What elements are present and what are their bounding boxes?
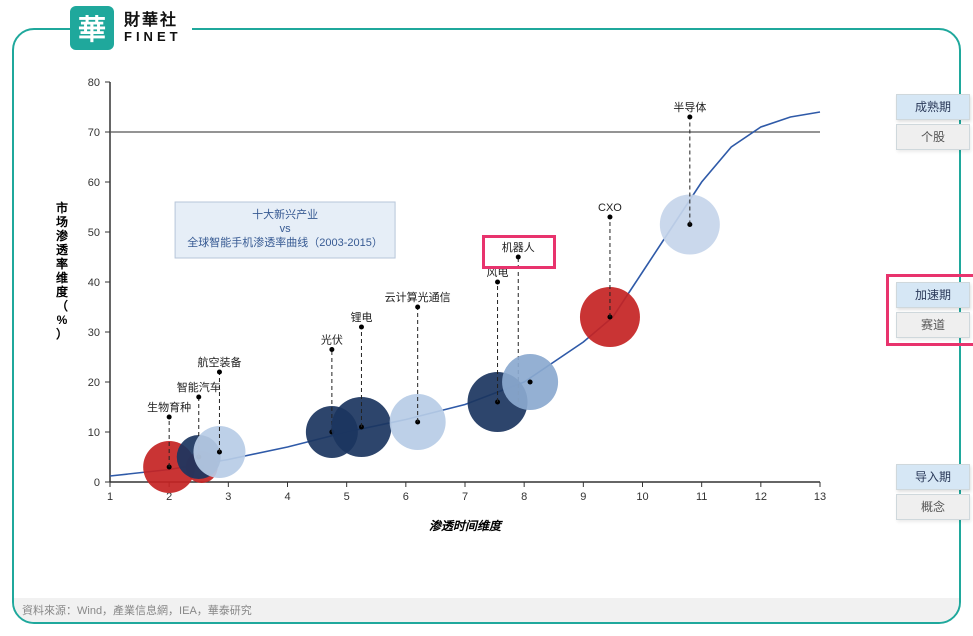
svg-text:0: 0 — [94, 477, 100, 489]
svg-text:60: 60 — [88, 177, 100, 189]
brand-name-cn: 財華社 — [124, 12, 182, 30]
svg-text:CXO: CXO — [598, 202, 622, 214]
svg-text:20: 20 — [88, 377, 100, 389]
stage-mature-sub: 个股 — [896, 124, 970, 150]
svg-text:全球智能手机渗透率曲线（2003-2015）: 全球智能手机渗透率曲线（2003-2015） — [187, 235, 383, 249]
svg-text:7: 7 — [462, 491, 468, 503]
svg-text:4: 4 — [284, 491, 290, 503]
brand-mark: 華 — [70, 6, 114, 50]
source-line: 資料來源：Wind，產業信息網，IEA，華泰研究 — [14, 598, 959, 622]
svg-text:1: 1 — [107, 491, 113, 503]
svg-text:智能汽车: 智能汽车 — [177, 380, 221, 394]
stage-intro-sub: 概念 — [896, 494, 970, 520]
svg-text:40: 40 — [88, 277, 100, 289]
svg-text:12: 12 — [755, 491, 767, 503]
svg-text:30: 30 — [88, 327, 100, 339]
svg-text:渗: 渗 — [56, 228, 69, 243]
svg-text:渗透时间维度: 渗透时间维度 — [429, 519, 503, 533]
svg-text:13: 13 — [814, 491, 826, 503]
svg-text:十大新兴产业: 十大新兴产业 — [252, 207, 318, 221]
stage-intro: 导入期 — [896, 464, 970, 490]
svg-text:vs: vs — [280, 223, 292, 235]
svg-text:航空装备: 航空装备 — [197, 355, 241, 369]
svg-text:）: ） — [56, 326, 68, 341]
svg-text:生物育种: 生物育种 — [147, 400, 191, 414]
svg-text:%: % — [57, 313, 68, 327]
svg-text:50: 50 — [88, 227, 100, 239]
svg-text:光伏: 光伏 — [321, 333, 343, 347]
card-frame: 0102030405060708012345678910111213渗透时间维度… — [12, 28, 961, 624]
svg-text:70: 70 — [88, 127, 100, 139]
brand-name-en: FINET — [124, 30, 182, 44]
svg-text:6: 6 — [403, 491, 409, 503]
chart-container: 0102030405060708012345678910111213渗透时间维度… — [40, 72, 968, 622]
stage-mature: 成熟期 — [896, 94, 970, 120]
svg-text:场: 场 — [56, 215, 68, 229]
svg-text:（: （ — [56, 298, 68, 313]
svg-text:云计算光通信: 云计算光通信 — [385, 290, 451, 304]
brand-logo: 華 財華社 FINET — [70, 6, 192, 50]
svg-text:率: 率 — [56, 256, 68, 271]
highlight-side-mid — [886, 274, 973, 346]
svg-text:80: 80 — [88, 77, 100, 89]
svg-text:度: 度 — [56, 284, 69, 299]
svg-text:11: 11 — [696, 491, 707, 503]
svg-text:9: 9 — [580, 491, 586, 503]
svg-text:维: 维 — [56, 270, 68, 285]
svg-text:8: 8 — [521, 491, 527, 503]
svg-text:市: 市 — [56, 200, 68, 215]
svg-text:10: 10 — [636, 491, 648, 503]
penetration-chart: 0102030405060708012345678910111213渗透时间维度… — [40, 72, 840, 542]
svg-text:3: 3 — [225, 491, 231, 503]
svg-text:5: 5 — [344, 491, 350, 503]
svg-text:10: 10 — [88, 427, 100, 439]
highlight-robot — [482, 235, 556, 269]
svg-text:锂电: 锂电 — [350, 310, 372, 324]
svg-text:透: 透 — [56, 243, 69, 257]
svg-text:半导体: 半导体 — [673, 100, 706, 114]
